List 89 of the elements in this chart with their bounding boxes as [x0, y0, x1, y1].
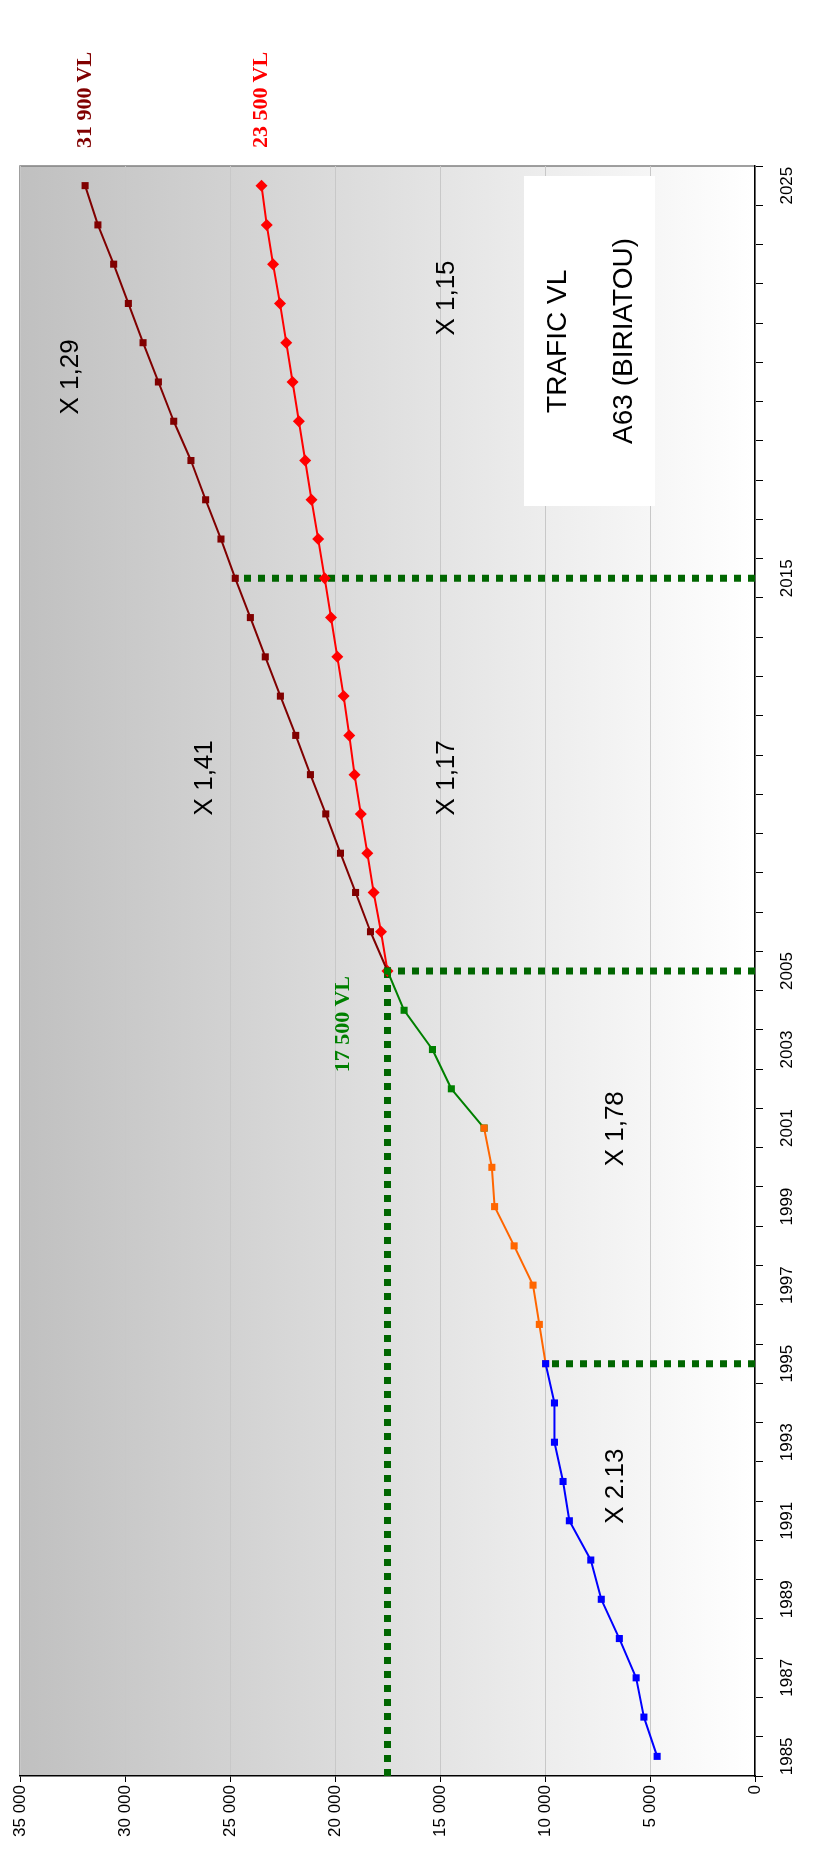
data-label: 31 900 VL: [70, 51, 96, 148]
point: [273, 297, 286, 310]
x-tick-label: 20 000: [324, 1785, 344, 1837]
point: [529, 1281, 537, 1289]
point: [550, 1399, 558, 1407]
point: [246, 614, 254, 622]
point: [292, 415, 305, 428]
point: [447, 1085, 455, 1093]
point: [331, 650, 344, 663]
point: [653, 1752, 661, 1760]
point: [640, 1713, 648, 1721]
point: [343, 729, 356, 742]
annotation: X 1,78: [599, 1091, 630, 1167]
y-tick-label: 1989: [776, 1580, 796, 1619]
point: [354, 807, 367, 820]
y-tick-label: 2001: [776, 1109, 796, 1147]
point: [299, 454, 312, 467]
y-tick-label: 1995: [776, 1344, 796, 1383]
x-tick-label: 0: [744, 1785, 764, 1795]
point: [110, 260, 118, 268]
y-tick-label: 2005: [776, 952, 796, 990]
point: [154, 378, 162, 386]
point: [318, 572, 331, 585]
point: [632, 1674, 640, 1682]
point: [510, 1242, 518, 1250]
x-tick-label: 5 000: [639, 1785, 659, 1828]
point: [305, 493, 318, 506]
point: [374, 925, 387, 938]
point: [286, 375, 299, 388]
annotation: X 1,17: [430, 740, 461, 816]
point: [261, 653, 269, 661]
point: [312, 533, 325, 546]
point: [187, 456, 195, 465]
point: [550, 1438, 558, 1446]
point: [202, 496, 210, 504]
point: [231, 574, 239, 582]
y-tick-label: 2015: [776, 559, 796, 598]
point: [336, 849, 344, 857]
point: [587, 1556, 595, 1564]
y-tick-label: 1999: [776, 1187, 796, 1226]
point: [139, 339, 147, 347]
point: [565, 1517, 573, 1525]
point: [325, 611, 338, 624]
point: [292, 731, 300, 739]
point: [260, 218, 273, 231]
data-label: 23 500 VL: [247, 51, 273, 148]
point: [337, 690, 350, 703]
data-label: 17 500 VL: [329, 976, 355, 1073]
x-tick-label: 15 000: [429, 1785, 449, 1837]
annotation: X 1,41: [188, 740, 219, 816]
point: [322, 810, 330, 818]
point: [267, 258, 280, 271]
x-tick-label: 35 000: [9, 1785, 29, 1837]
point: [367, 886, 380, 899]
point: [124, 299, 132, 307]
point: [94, 221, 102, 229]
point: [400, 1006, 408, 1014]
x-tick-label: 10 000: [534, 1785, 554, 1837]
x-tick-label: 30 000: [114, 1785, 134, 1837]
point: [352, 888, 360, 896]
point: [488, 1163, 496, 1171]
point: [255, 179, 268, 192]
point: [170, 417, 178, 425]
y-tick-label: 1985: [776, 1737, 796, 1776]
point: [491, 1203, 499, 1211]
annotation: X 1,29: [53, 339, 84, 415]
y-tick-label: 2003: [776, 1030, 796, 1069]
point: [535, 1320, 543, 1328]
title-panel: TRAFIC VL A63 (BIRIATOU): [524, 175, 656, 506]
point: [597, 1595, 605, 1603]
point: [348, 768, 361, 781]
point: [615, 1635, 623, 1643]
point: [306, 771, 314, 779]
point: [280, 336, 293, 349]
y-tick-label: 1997: [776, 1266, 796, 1305]
point: [217, 535, 225, 543]
annotation: X 2.13: [598, 1448, 629, 1524]
point: [81, 182, 89, 190]
y-tick-label: 1987: [776, 1658, 796, 1697]
point: [366, 928, 375, 936]
point: [559, 1477, 567, 1486]
y-tick-label: 1993: [776, 1423, 796, 1462]
point: [428, 1046, 436, 1054]
x-tick-label: 25 000: [219, 1785, 239, 1837]
point: [361, 847, 374, 860]
y-tick-label: 2025: [776, 166, 796, 205]
y-tick-label: 1991: [776, 1501, 796, 1540]
annotation: X 1,15: [430, 260, 461, 336]
point: [276, 692, 284, 700]
